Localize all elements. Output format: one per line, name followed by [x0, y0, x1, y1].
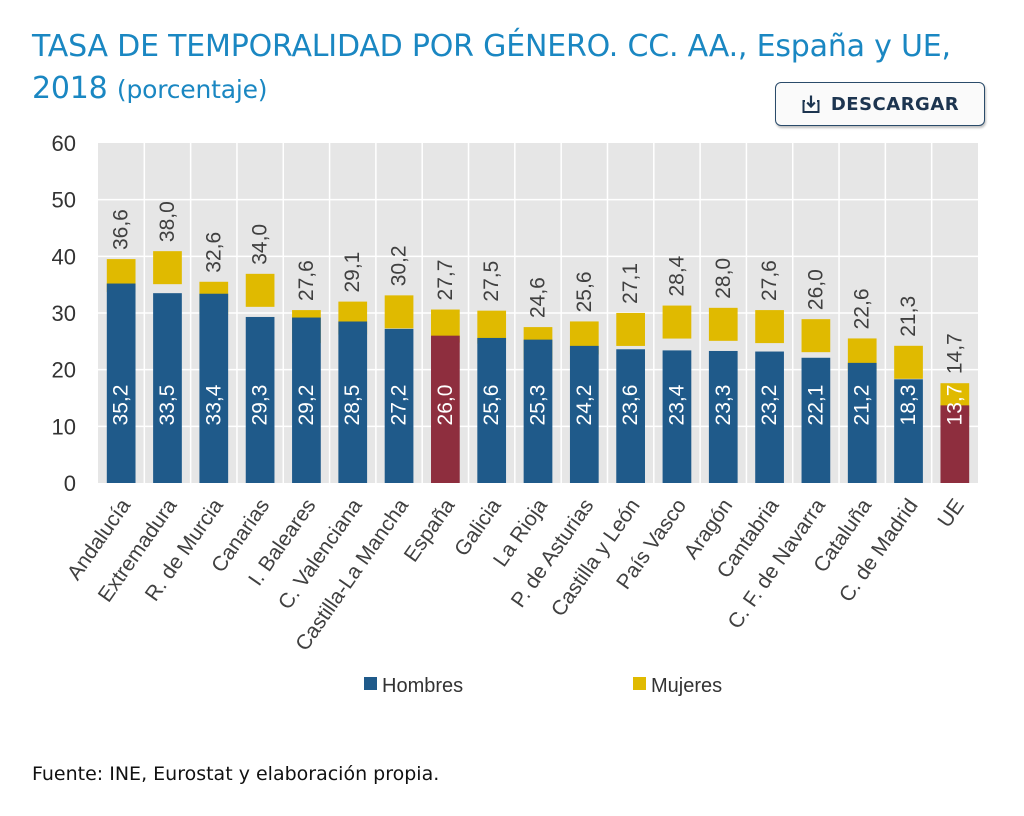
bar-hombres — [292, 317, 321, 483]
value-label-mujeres: 32,6 — [202, 232, 225, 273]
bar-hombres — [801, 357, 831, 483]
bar-mujeres — [245, 273, 275, 307]
bar-mujeres — [662, 305, 692, 339]
bar-hombres — [106, 283, 136, 483]
bar-mujeres — [801, 319, 831, 353]
value-label-hombres: 35,2 — [110, 385, 133, 426]
source-note: Fuente: INE, Eurostat y elaboración prop… — [32, 763, 440, 785]
y-tick-label: 50 — [52, 188, 76, 213]
value-label-hombres: 13,7 — [943, 385, 966, 426]
value-label-hombres: 29,2 — [295, 385, 318, 426]
bar-hombres — [940, 405, 970, 483]
value-label-mujeres: 14,7 — [943, 333, 966, 374]
value-label-hombres: 21,2 — [851, 385, 874, 426]
bar-hombres — [708, 350, 738, 483]
bar-hombres — [569, 345, 599, 483]
bar-chart: 35,2 36,6 33,5 38,0 33,4 32,6 29,3 34,0 29,2 27,6… — [52, 131, 978, 697]
download-button[interactable]: DESCARGAR — [775, 82, 985, 126]
bar-mujeres — [616, 312, 645, 346]
value-label-hombres: 18,3 — [897, 385, 920, 426]
bar-mujeres — [384, 295, 414, 329]
value-label-hombres: 22,1 — [804, 385, 827, 426]
legend-item-hombres: Hombres — [364, 675, 463, 697]
value-label-mujeres: 24,6 — [527, 277, 550, 318]
value-label-hombres: 24,2 — [573, 385, 596, 426]
value-label-mujeres: 29,1 — [341, 252, 364, 293]
value-label-mujeres: 28,0 — [712, 258, 735, 299]
value-label-mujeres: 26,0 — [804, 269, 827, 310]
y-tick-label: 40 — [52, 244, 76, 269]
value-label-hombres: 28,5 — [341, 385, 364, 426]
value-label-hombres: 27,2 — [388, 385, 411, 426]
bar-hombres — [199, 293, 229, 483]
legend-label: Hombres — [382, 675, 463, 697]
bar-hombres — [847, 362, 877, 483]
bar-hombres — [245, 316, 275, 483]
value-label-mujeres: 21,3 — [897, 296, 920, 337]
value-label-hombres: 25,6 — [480, 385, 503, 426]
value-label-hombres: 23,2 — [758, 385, 781, 426]
bar-hombres — [153, 293, 182, 483]
bar-hombres — [431, 335, 460, 483]
legend-item-mujeres: Mujeres — [633, 675, 722, 697]
chart-title: TASA DE TEMPORALIDAD POR GÉNERO. CC. AA.… — [32, 26, 1007, 111]
value-label-mujeres: 27,5 — [480, 261, 503, 302]
bar-hombres — [523, 339, 553, 483]
value-label-hombres: 29,3 — [249, 385, 272, 426]
value-label-mujeres: 28,4 — [665, 255, 688, 296]
y-tick-label: 30 — [52, 301, 76, 326]
value-label-mujeres: 27,7 — [434, 260, 457, 301]
value-label-mujeres: 22,6 — [851, 288, 874, 329]
download-icon — [802, 95, 820, 113]
value-label-mujeres: 38,0 — [156, 201, 179, 242]
legend-swatch — [364, 677, 377, 690]
legend-swatch — [633, 677, 646, 690]
download-label: DESCARGAR — [830, 93, 960, 115]
bar-hombres — [616, 349, 645, 483]
value-label-mujeres: 30,2 — [388, 245, 411, 286]
value-label-hombres: 23,4 — [665, 384, 688, 425]
y-tick-label: 20 — [52, 358, 76, 383]
bar-hombres — [477, 337, 507, 483]
value-label-mujeres: 27,6 — [295, 260, 318, 301]
bar-mujeres — [708, 307, 738, 341]
value-label-hombres: 33,5 — [156, 385, 179, 426]
value-label-hombres: 23,6 — [619, 385, 642, 426]
legend-label: Mujeres — [651, 675, 722, 697]
value-label-mujeres: 34,0 — [249, 224, 272, 265]
value-label-mujeres: 25,6 — [573, 271, 596, 312]
bar-mujeres — [153, 251, 182, 285]
x-tick-label: UE — [933, 495, 969, 532]
bar-mujeres — [894, 345, 923, 379]
value-label-hombres: 23,3 — [712, 385, 735, 426]
chart-unit: (porcentaje) — [116, 75, 268, 104]
y-tick-label: 60 — [52, 131, 76, 156]
bar-hombres — [384, 328, 414, 483]
y-tick-label: 10 — [52, 414, 76, 439]
bar-mujeres — [755, 310, 784, 344]
value-label-mujeres: 27,6 — [758, 260, 781, 301]
bar-hombres — [662, 350, 692, 483]
value-label-mujeres: 36,6 — [110, 209, 133, 250]
bar-hombres — [894, 379, 923, 483]
bar-hombres — [755, 351, 784, 483]
bar-hombres — [338, 321, 368, 483]
value-label-hombres: 25,3 — [527, 385, 550, 426]
y-tick-label: 0 — [64, 471, 76, 496]
value-label-hombres: 33,4 — [202, 384, 225, 425]
value-label-mujeres: 27,1 — [619, 263, 642, 304]
chart-title-text: TASA DE TEMPORALIDAD POR GÉNERO. CC. AA.… — [32, 29, 951, 106]
value-label-hombres: 26,0 — [434, 385, 457, 426]
